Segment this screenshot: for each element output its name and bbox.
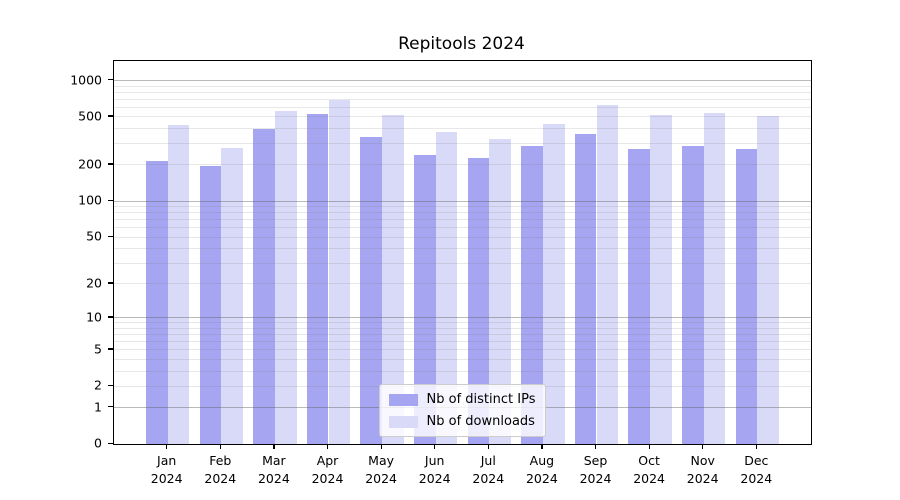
- x-tick-mark-oct: [648, 444, 650, 449]
- bar-distinct-ips-nov: [682, 146, 704, 444]
- bar-downloads-apr: [328, 100, 351, 444]
- y-tick-mark-50: [108, 235, 113, 237]
- x-tick-label-may: May 2024: [365, 453, 397, 487]
- bar-downloads-jul: [489, 138, 511, 444]
- y-tick-mark-200: [108, 163, 113, 165]
- y-tick-label-1000: 1000: [70, 72, 102, 88]
- bar-downloads-jan: [167, 124, 190, 444]
- bar-distinct-ips-apr: [306, 113, 329, 444]
- x-tick-mark-mar: [273, 444, 275, 449]
- bar-downloads-feb: [221, 148, 243, 444]
- x-tick-mark-jan: [166, 444, 168, 449]
- bar-downloads-aug: [542, 123, 565, 444]
- y-tick-mark-1000: [108, 79, 113, 81]
- y-tick-label-50: 50: [86, 228, 102, 244]
- y-tick-mark-10: [108, 316, 113, 318]
- x-tick-label-apr: Apr 2024: [311, 453, 344, 487]
- legend-label-downloads: Nb of downloads: [426, 414, 535, 429]
- x-tick-mark-aug: [541, 444, 543, 449]
- bar-distinct-ips-dec: [735, 149, 758, 444]
- bar-downloads-sep: [596, 104, 619, 444]
- legend: Nb of distinct IPs Nb of downloads: [378, 384, 547, 437]
- x-tick-label-feb: Feb 2024: [204, 453, 237, 487]
- y-tick-mark-0: [108, 442, 113, 444]
- legend-entry-distinct-ips: Nb of distinct IPs: [388, 392, 536, 407]
- plot-area: Nb of distinct IPs Nb of downloads: [113, 60, 812, 445]
- bar-downloads-nov: [703, 113, 726, 444]
- x-axis: Jan 2024 Feb 2024 Mar 2024 Apr 2024 May 2024…: [113, 443, 810, 500]
- bar-distinct-ips-oct: [628, 149, 651, 444]
- bar-distinct-ips-jun: [414, 155, 436, 444]
- x-tick-label-jul: Jul 2024: [472, 453, 505, 487]
- y-tick-mark-100: [108, 199, 113, 201]
- y-tick-label-0: 0: [94, 435, 102, 451]
- x-tick-label-jun: Jun 2024: [418, 453, 451, 487]
- bars-layer: [114, 61, 811, 444]
- x-tick-label-nov: Nov 2024: [686, 453, 719, 487]
- x-tick-label-mar: Mar 2024: [257, 453, 290, 487]
- bar-downloads-may: [382, 115, 404, 444]
- y-tick-mark-5: [108, 348, 113, 350]
- y-tick-label-10: 10: [86, 309, 102, 325]
- y-tick-label-2: 2: [94, 377, 102, 393]
- x-tick-mark-jun: [434, 444, 436, 449]
- legend-entry-downloads: Nb of downloads: [388, 414, 536, 429]
- x-tick-mark-may: [380, 444, 382, 449]
- x-tick-mark-sep: [595, 444, 597, 449]
- bar-distinct-ips-sep: [574, 134, 597, 444]
- x-tick-mark-jul: [487, 444, 490, 449]
- y-tick-label-5: 5: [94, 341, 102, 357]
- x-tick-mark-dec: [755, 444, 758, 449]
- bar-downloads-mar: [274, 111, 297, 444]
- y-tick-mark-1: [108, 406, 113, 408]
- y-tick-mark-500: [108, 115, 113, 117]
- bar-distinct-ips-mar: [253, 129, 275, 444]
- x-tick-mark-apr: [327, 444, 329, 449]
- y-tick-mark-2: [108, 384, 113, 386]
- x-tick-label-jan: Jan 2024: [150, 453, 183, 487]
- x-tick-label-dec: Dec 2024: [740, 453, 773, 487]
- x-tick-label-sep: Sep 2024: [579, 453, 612, 487]
- bar-downloads-jun: [435, 132, 458, 444]
- legend-label-distinct-ips: Nb of distinct IPs: [426, 392, 536, 407]
- y-tick-label-20: 20: [86, 275, 102, 291]
- bar-distinct-ips-jul: [467, 157, 490, 444]
- y-axis: 0 1 2 5 10 20 50 100 200 500 1000: [0, 60, 113, 451]
- legend-swatch-distinct-ips-icon: [388, 393, 418, 406]
- bar-downloads-oct: [650, 114, 672, 444]
- bar-distinct-ips-feb: [199, 166, 222, 444]
- bar-distinct-ips-aug: [521, 145, 543, 444]
- bar-downloads-dec: [757, 115, 779, 444]
- y-tick-label-200: 200: [78, 156, 102, 172]
- chart-title: Repitools 2024: [398, 34, 525, 54]
- x-tick-mark-feb: [219, 444, 222, 449]
- x-tick-label-aug: Aug 2024: [525, 453, 558, 487]
- y-tick-label-1: 1: [94, 399, 102, 415]
- x-tick-label-oct: Oct 2024: [633, 453, 665, 487]
- y-tick-label-500: 500: [78, 108, 102, 124]
- y-tick-mark-20: [108, 282, 113, 284]
- bar-distinct-ips-may: [360, 137, 383, 444]
- y-tick-label-100: 100: [78, 192, 102, 208]
- x-tick-mark-nov: [702, 444, 704, 449]
- bar-distinct-ips-jan: [146, 161, 168, 444]
- legend-swatch-downloads-icon: [388, 415, 418, 428]
